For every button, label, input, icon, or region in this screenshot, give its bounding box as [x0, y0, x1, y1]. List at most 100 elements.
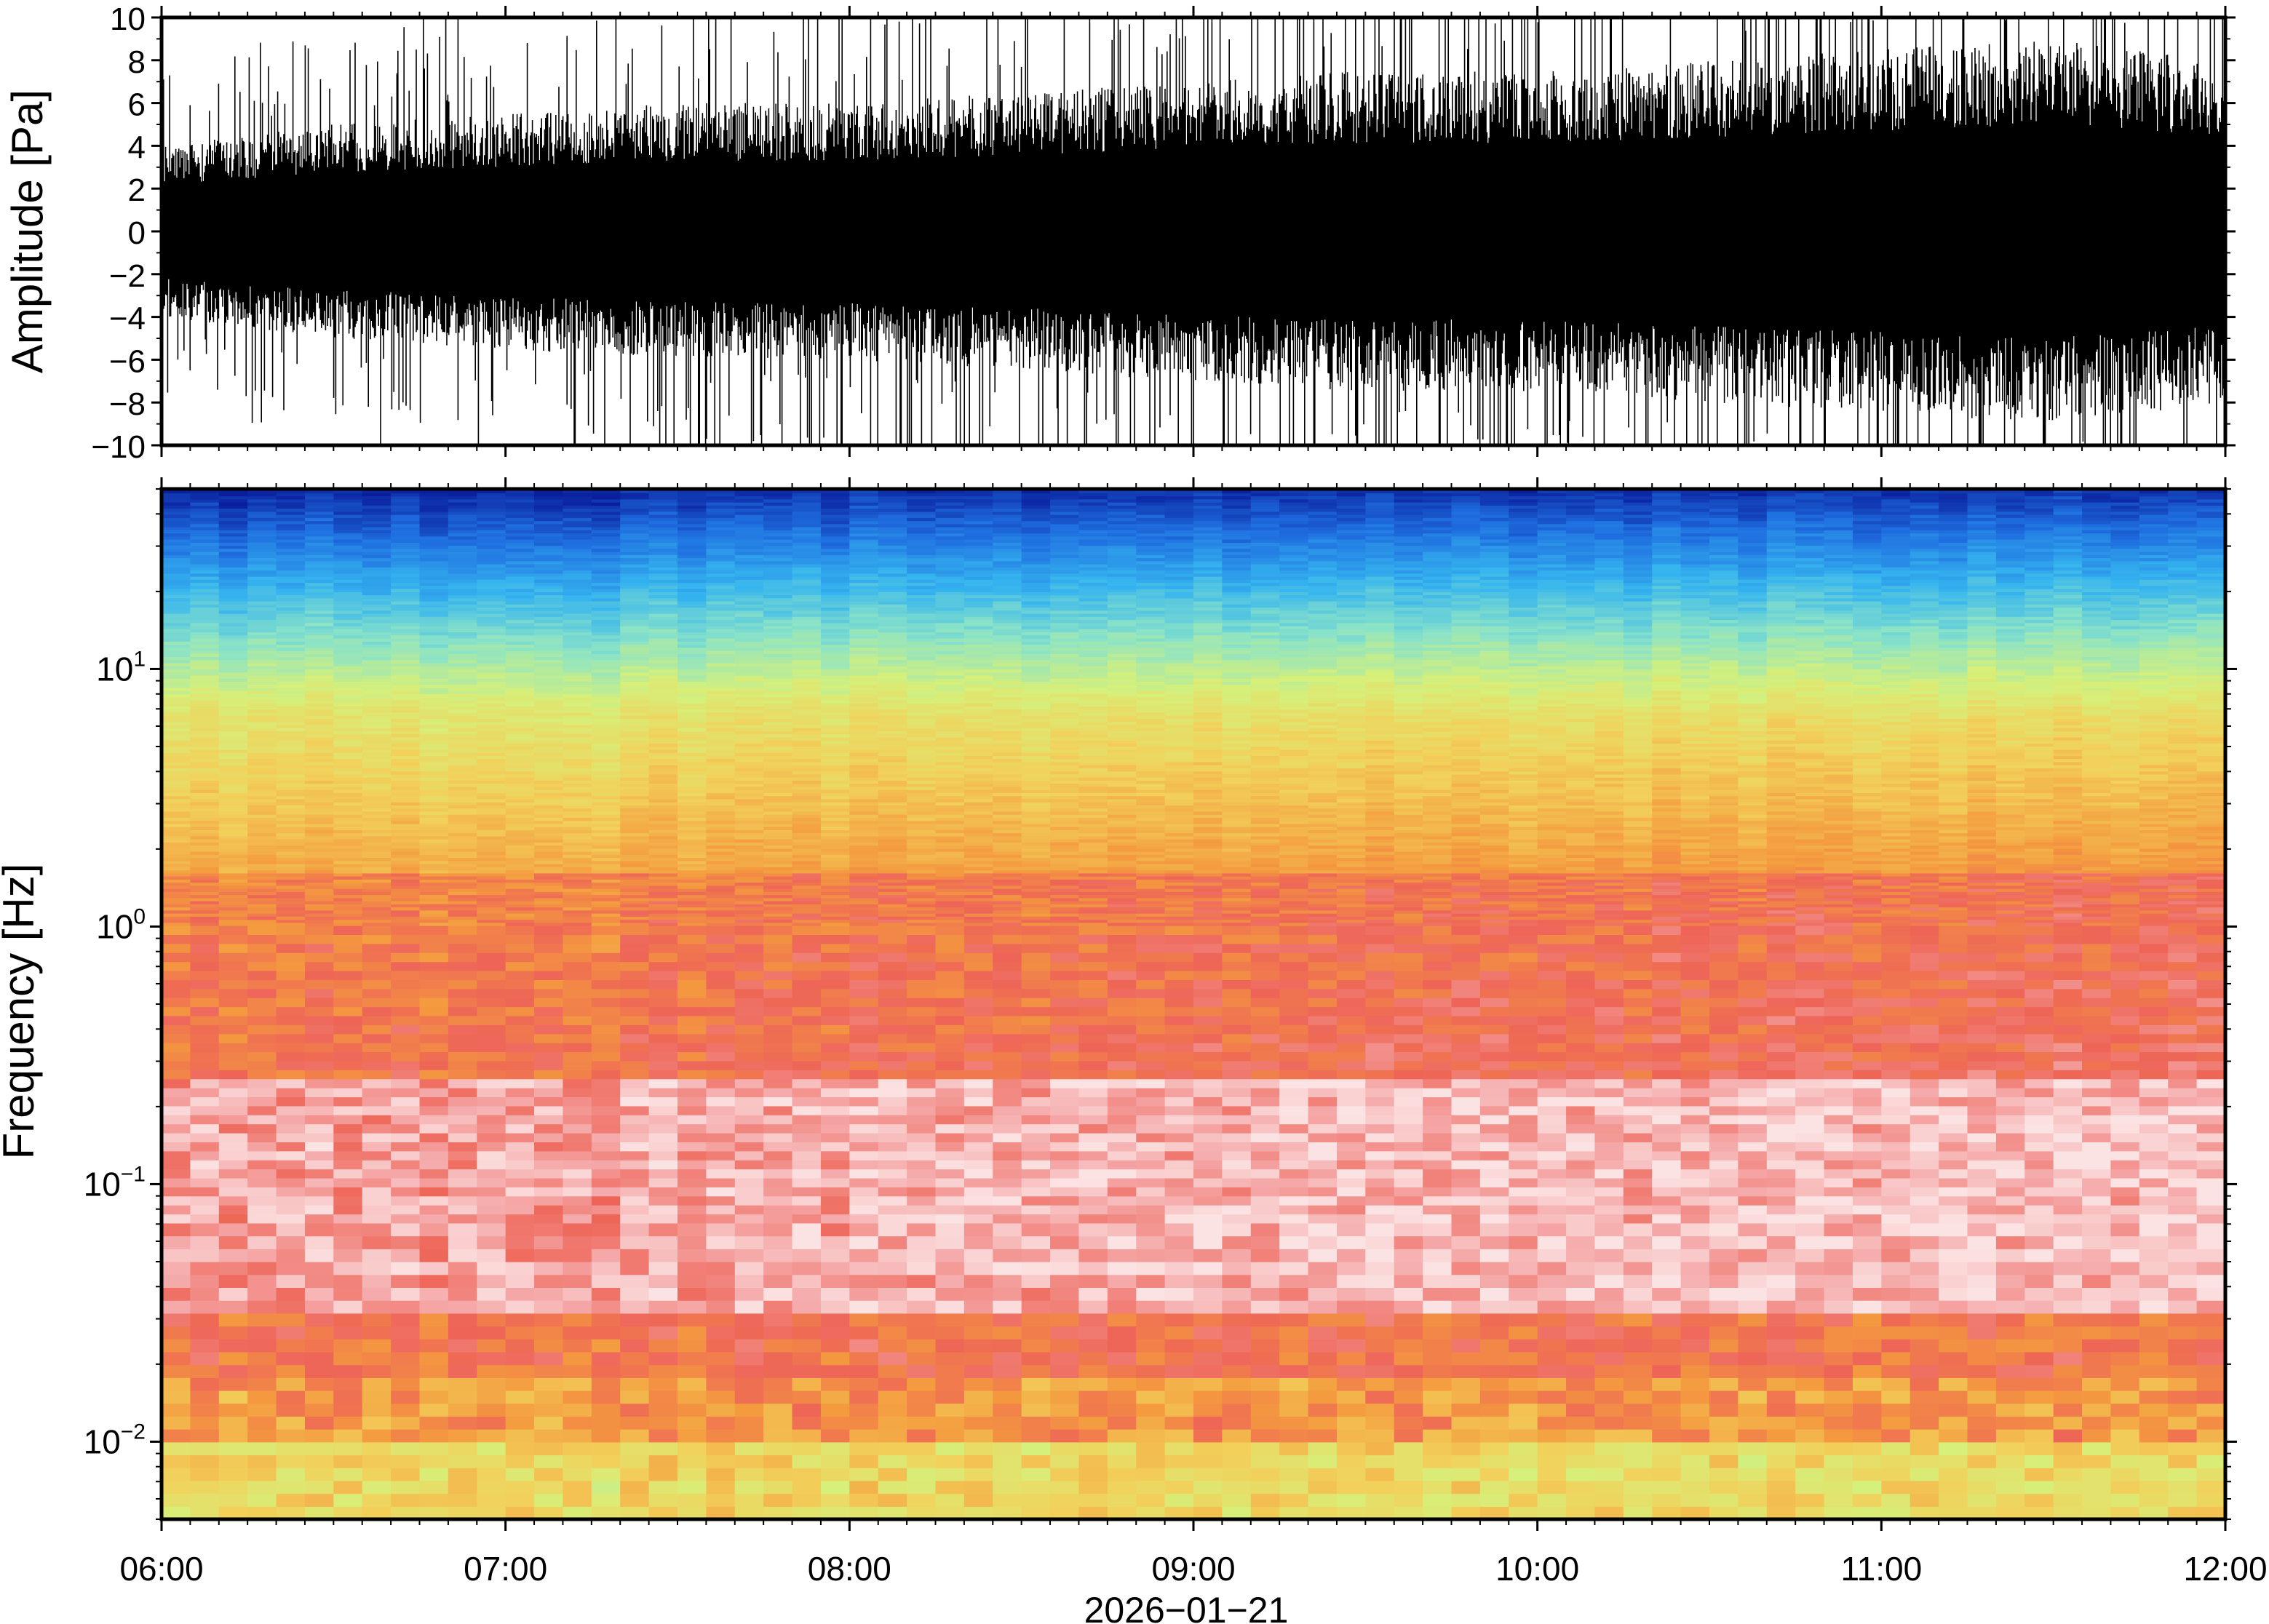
- spectrogram-cell: [820, 811, 850, 815]
- spectrogram-cell: [276, 589, 306, 592]
- spectrogram-cell: [162, 650, 191, 654]
- spectrogram-cell: [763, 570, 793, 574]
- spectrogram-cell: [190, 811, 220, 815]
- spectrogram-cell: [820, 1339, 850, 1353]
- spectrogram-cell: [190, 952, 220, 963]
- spectrogram-cell: [419, 777, 449, 781]
- spectrogram-cell: [677, 681, 707, 685]
- spectrogram-cell: [792, 520, 822, 525]
- spectrogram-cell: [820, 808, 850, 812]
- spectrogram-cell: [820, 891, 850, 896]
- spectrogram-cell: [620, 851, 650, 855]
- spectrogram-cell: [218, 943, 248, 953]
- spectrogram-cell: [534, 613, 564, 617]
- spectrogram-cell: [190, 1060, 220, 1070]
- spectrogram-cell: [591, 922, 621, 926]
- spectrogram-cell: [333, 533, 363, 537]
- spectrogram-cell: [276, 743, 306, 747]
- spectrogram-cell: [276, 1070, 306, 1080]
- spectrogram-cell: [247, 619, 277, 624]
- spectrogram-cell: [563, 709, 592, 713]
- spectrogram-cell: [333, 786, 363, 790]
- spectrogram-cell: [218, 634, 248, 639]
- spectrogram-cell: [477, 979, 506, 990]
- spectrogram-cell: [477, 891, 506, 896]
- spectrogram-cell: [419, 805, 449, 809]
- spectrogram-cell: [648, 585, 678, 589]
- spectrogram-cell: [849, 592, 879, 596]
- spectrogram-cell: [190, 508, 220, 512]
- spectrogram-cell: [190, 511, 220, 515]
- spectrogram-cell: [648, 771, 678, 775]
- spectrogram-cell: [534, 579, 564, 584]
- spectrogram-cell: [276, 1160, 306, 1170]
- spectrogram-cell: [820, 970, 850, 980]
- spectrogram-cell: [419, 690, 449, 695]
- spectrogram-cell: [706, 589, 736, 592]
- spectrogram-cell: [849, 879, 879, 883]
- spectrogram-cell: [734, 576, 764, 580]
- spectrogram-cell: [648, 662, 678, 666]
- spectrogram-cell: [333, 576, 363, 580]
- spectrogram-cell: [677, 616, 707, 621]
- spectrogram-cell: [276, 699, 306, 704]
- spectrogram-cell: [849, 582, 879, 586]
- spectrogram-cell: [276, 505, 306, 509]
- spectrogram-cell: [706, 740, 736, 744]
- spectrogram-cell: [677, 493, 707, 497]
- spectrogram-cell: [162, 662, 191, 666]
- spectrogram-cell: [591, 619, 621, 624]
- spectrogram-cell: [190, 1249, 220, 1262]
- spectrogram-cell: [591, 514, 621, 518]
- spectrogram-cell: [218, 718, 248, 723]
- spectrogram-cell: [792, 634, 822, 639]
- spectrogram-cell: [304, 1187, 334, 1197]
- spectrogram-cell: [734, 542, 764, 546]
- spectrogram-cell: [190, 653, 220, 658]
- spectrogram-cell: [534, 979, 564, 990]
- spectrogram-cell: [218, 777, 248, 781]
- spectrogram-cell: [391, 867, 421, 871]
- spectrogram-cell: [849, 622, 879, 626]
- spectrogram-cell: [563, 814, 592, 818]
- spectrogram-cell: [534, 792, 564, 797]
- spectrogram-cell: [505, 703, 535, 707]
- spectrogram-cell: [591, 1015, 621, 1025]
- spectrogram-cell: [648, 827, 678, 830]
- spectrogram-cell: [620, 758, 650, 763]
- spectrogram-cell: [677, 823, 707, 827]
- spectrogram-cell: [247, 916, 277, 920]
- spectrogram-cell: [247, 607, 277, 611]
- spectrogram-cell: [792, 860, 822, 864]
- spectrogram-cell: [190, 1024, 220, 1035]
- spectrogram-cell: [190, 876, 220, 880]
- spectrogram-cell: [477, 802, 506, 805]
- spectrogram-cell: [677, 1070, 707, 1080]
- spectrogram-cell: [734, 637, 764, 642]
- spectrogram-cell: [677, 851, 707, 855]
- spectrogram-cell: [706, 490, 736, 493]
- spectrogram-cell: [247, 728, 277, 732]
- spectrogram-cell: [448, 934, 477, 944]
- spectrogram-cell: [648, 1454, 678, 1468]
- spectrogram-cell: [620, 514, 650, 518]
- spectrogram-cell: [304, 820, 334, 824]
- spectrogram-cell: [677, 1493, 707, 1507]
- spectrogram-cell: [190, 600, 220, 605]
- spectrogram-cell: [162, 773, 191, 778]
- spectrogram-cell: [162, 536, 191, 540]
- spectrogram-cell: [648, 913, 678, 917]
- spectrogram-cell: [706, 857, 736, 861]
- spectrogram-cell: [304, 616, 334, 621]
- spectrogram-cell: [563, 1105, 592, 1115]
- spectrogram-cell: [304, 879, 334, 883]
- spectrogram-cell: [648, 715, 678, 720]
- spectrogram-cell: [677, 1043, 707, 1053]
- spectrogram-cell: [276, 780, 306, 784]
- spectrogram-cell: [276, 864, 306, 867]
- spectrogram-cell: [505, 567, 535, 571]
- spectrogram-cell: [477, 520, 506, 525]
- spectrogram-cell: [620, 998, 650, 1008]
- spectrogram-cell: [304, 814, 334, 818]
- spectrogram-cell: [563, 848, 592, 852]
